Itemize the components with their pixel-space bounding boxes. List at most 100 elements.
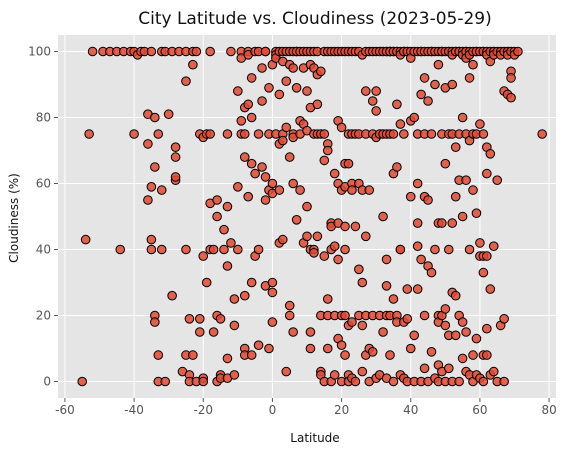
data-point	[378, 211, 388, 222]
points-layer	[77, 46, 547, 387]
data-point	[184, 314, 195, 324]
data-point	[257, 63, 267, 73]
data-point	[392, 162, 402, 172]
data-point	[229, 294, 240, 304]
data-point	[229, 370, 240, 380]
data-point	[153, 350, 164, 360]
data-point	[457, 317, 468, 327]
data-point	[115, 244, 126, 255]
y-tick-label: 20	[36, 309, 51, 323]
data-point	[257, 162, 267, 172]
data-point	[229, 320, 240, 331]
data-point	[198, 251, 209, 261]
data-point	[364, 185, 375, 195]
data-point	[129, 129, 139, 139]
data-point	[447, 79, 458, 90]
data-point	[412, 178, 423, 189]
data-point	[267, 317, 278, 327]
x-tick-label: -40	[124, 403, 144, 417]
data-point	[499, 376, 509, 387]
data-point	[319, 251, 330, 261]
data-point	[288, 178, 298, 189]
data-point	[409, 112, 420, 123]
data-point	[170, 172, 181, 182]
data-point	[506, 73, 516, 83]
data-point	[488, 366, 499, 377]
x-tick-label: 0	[269, 403, 277, 417]
data-point	[457, 353, 468, 364]
data-point	[388, 294, 399, 304]
data-point	[309, 248, 319, 258]
data-point	[150, 317, 160, 327]
data-point	[322, 145, 333, 156]
data-point	[312, 99, 323, 110]
data-point	[205, 46, 215, 57]
data-point	[450, 142, 461, 152]
data-point	[284, 310, 295, 321]
data-point	[205, 129, 215, 139]
data-point	[208, 327, 219, 337]
data-point	[312, 231, 323, 242]
data-point	[343, 158, 354, 169]
data-point	[288, 327, 298, 337]
chart-title: City Latitude vs. Cloudiness (2023-05-29…	[138, 9, 492, 29]
data-point	[347, 317, 357, 327]
data-point	[222, 261, 233, 271]
data-point	[461, 327, 471, 337]
data-point	[419, 363, 430, 374]
data-point	[340, 350, 350, 360]
data-point	[246, 112, 257, 123]
data-point	[440, 304, 451, 314]
data-point	[291, 215, 302, 225]
data-point	[409, 330, 420, 341]
data-point	[478, 129, 489, 139]
data-point	[333, 254, 343, 265]
data-point	[450, 290, 461, 301]
data-point	[246, 350, 257, 360]
data-point	[513, 46, 523, 57]
data-point	[426, 347, 437, 357]
data-point	[461, 175, 471, 185]
data-point	[443, 363, 454, 374]
data-point	[471, 333, 482, 344]
data-point	[239, 129, 250, 139]
data-point	[253, 129, 264, 139]
data-point	[77, 376, 88, 387]
data-point	[482, 323, 492, 334]
data-point	[412, 241, 423, 251]
data-point	[350, 376, 361, 387]
data-point	[215, 314, 226, 324]
data-point	[170, 152, 181, 162]
data-point	[468, 59, 478, 70]
data-point	[181, 76, 191, 86]
data-point	[246, 158, 257, 169]
data-point	[146, 46, 157, 57]
data-point	[260, 172, 271, 182]
data-point	[450, 330, 461, 341]
data-point	[437, 218, 447, 228]
data-point	[264, 343, 274, 354]
data-point	[357, 366, 368, 377]
data-point	[419, 73, 430, 83]
y-tick-label: 80	[36, 111, 51, 125]
data-point	[305, 327, 316, 337]
data-point	[357, 277, 368, 288]
data-point	[371, 86, 381, 96]
data-point	[475, 119, 485, 129]
data-point	[336, 340, 347, 351]
data-point	[430, 79, 440, 90]
data-point	[433, 59, 444, 70]
data-point	[443, 244, 454, 255]
data-point	[295, 185, 305, 195]
data-point	[319, 155, 330, 166]
y-tick-label: 60	[36, 177, 51, 191]
data-point	[253, 340, 264, 351]
data-point	[150, 162, 160, 172]
data-point	[322, 343, 333, 354]
data-point	[146, 244, 157, 255]
data-point	[181, 244, 191, 255]
y-tick-label: 40	[36, 243, 51, 257]
data-point	[222, 353, 233, 364]
data-point	[482, 168, 492, 179]
